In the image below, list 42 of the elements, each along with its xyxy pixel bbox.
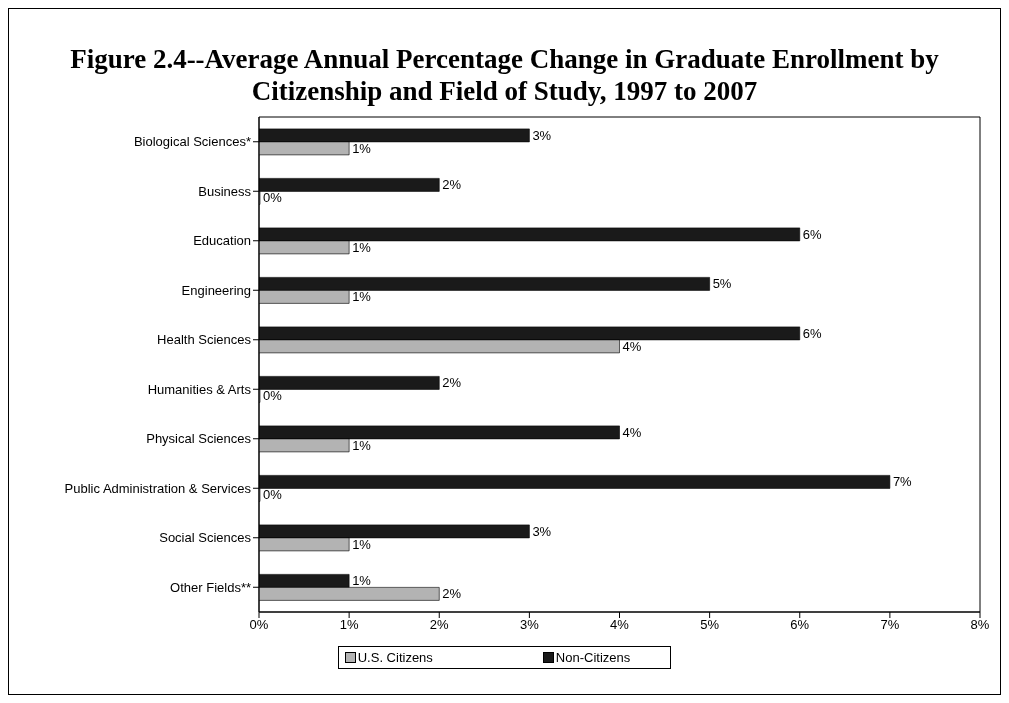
x-tick-label: 4% [610, 617, 630, 633]
legend-label: U.S. Citizens [357, 650, 433, 665]
chart-title: Figure 2.4--Average Annual Percentage Change in Graduate Enrollment by Citizenship and Field of Study, 1997 to 2007 [69, 43, 940, 107]
x-tick-label: 0% [249, 617, 269, 633]
data-label: 2% [442, 586, 462, 602]
data-label: 1% [352, 437, 372, 453]
data-label: 4% [622, 424, 642, 440]
data-label: 1% [352, 573, 372, 589]
data-label: 1% [352, 140, 372, 156]
legend-label: Non-Citizens [555, 650, 631, 665]
x-tick-label: 2% [429, 617, 450, 633]
data-label: 0% [263, 487, 283, 503]
x-tick-label: 6% [790, 617, 810, 633]
data-label: 0% [263, 190, 283, 206]
data-label: 7% [892, 474, 913, 490]
data-label: 2% [442, 375, 462, 391]
data-label: 3% [532, 127, 552, 143]
x-tick-label: 1% [339, 617, 359, 633]
data-label: 1% [352, 536, 372, 552]
x-tick-label: 3% [519, 617, 540, 633]
y-tick-label: Engineering [181, 282, 251, 298]
data-label: 5% [712, 276, 732, 292]
y-tick-label: Education [193, 233, 251, 249]
data-label: 6% [802, 325, 822, 341]
data-label: 4% [622, 338, 642, 354]
y-tick-label: Health Sciences [157, 332, 252, 348]
y-tick-label: Biological Sciences* [133, 134, 251, 150]
y-tick-label: Social Sciences [159, 530, 252, 546]
x-tick-label: 8% [970, 617, 990, 633]
data-label: 1% [352, 240, 372, 255]
y-tick-label: Humanities & Arts [147, 381, 252, 397]
y-tick-label: Business [198, 183, 252, 199]
y-tick-label: Public Administration & Services [64, 480, 252, 496]
data-label: 6% [802, 226, 822, 242]
data-label: 1% [352, 289, 372, 305]
data-label: 2% [442, 177, 462, 193]
x-tick-label: 5% [700, 617, 720, 633]
data-label: 3% [532, 523, 552, 539]
data-label: 0% [263, 388, 283, 404]
x-tick-label: 7% [880, 617, 900, 633]
y-tick-label: Other Fields** [170, 579, 251, 595]
y-tick-label: Physical Sciences [146, 431, 252, 447]
